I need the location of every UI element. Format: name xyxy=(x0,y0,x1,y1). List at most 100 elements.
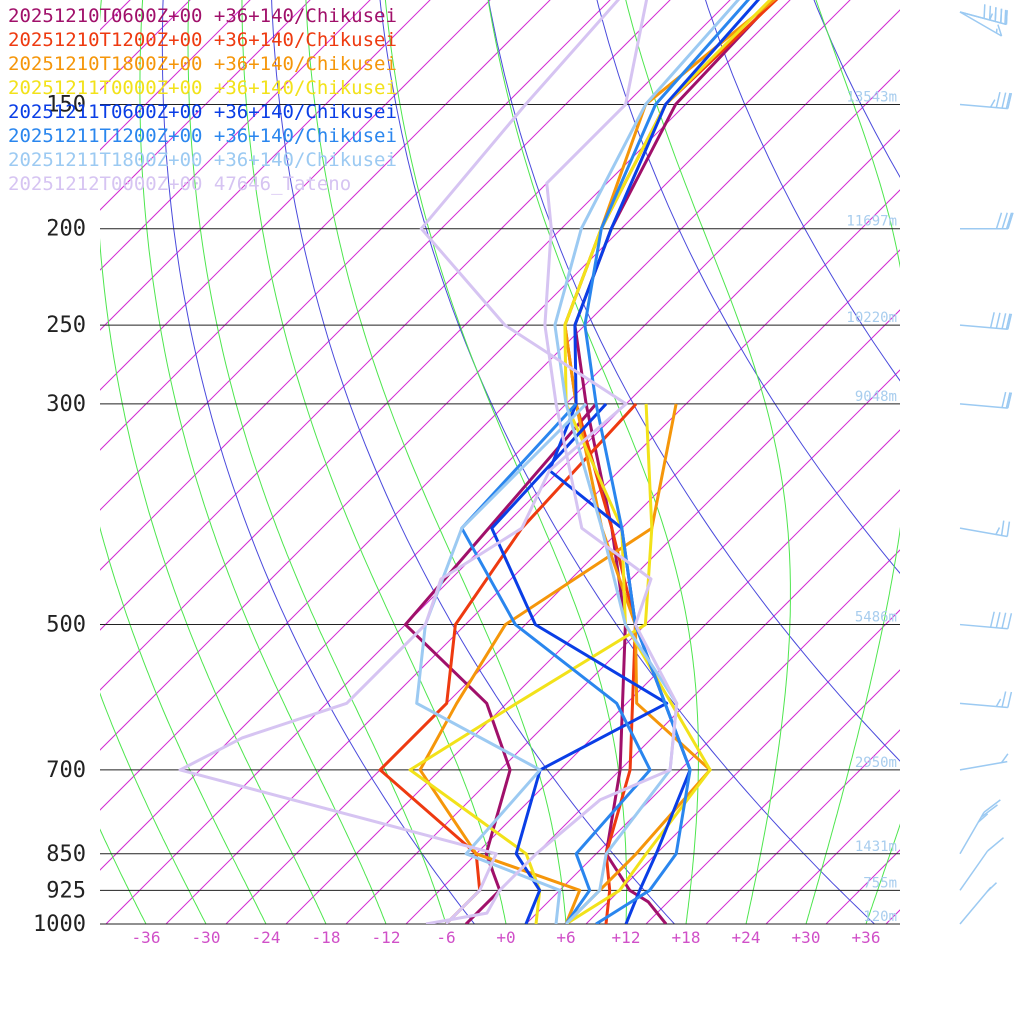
wind-barb-staff xyxy=(959,702,1008,709)
temperature-tick-labels: -36 -30 -24 -18 -12 -6 +0 +6 +12 +18 +24 +30 +36 xyxy=(132,928,881,947)
legend-entry: 20251211T0000Z+00 +36+140/Chikusei xyxy=(8,77,397,99)
wind-barb-feather xyxy=(977,813,989,823)
wind-barb xyxy=(960,212,1014,230)
isotherm-line xyxy=(525,549,900,924)
isotherm-line xyxy=(585,609,900,924)
wind-barb-feather xyxy=(1000,753,1009,764)
wind-barb-feather xyxy=(1007,313,1013,330)
dry-adiabat xyxy=(488,0,900,762)
isotherm-line xyxy=(645,669,900,924)
wind-barb-feather xyxy=(1007,92,1013,109)
wind-barb-staff xyxy=(959,527,1008,538)
wind-barb-feather xyxy=(995,312,1001,329)
wind-barb-feather xyxy=(995,527,1001,535)
dry-adiabat xyxy=(379,0,876,924)
wind-barb xyxy=(959,520,1011,538)
wind-barb xyxy=(959,91,1013,110)
wind-barb-feather xyxy=(1001,691,1007,708)
pressure-label: 200 xyxy=(46,217,86,242)
wind-barb-feather xyxy=(1005,92,1011,109)
wind-barb-feather xyxy=(995,698,1002,707)
wind-barb-feather xyxy=(997,24,1003,37)
wind-barb xyxy=(959,799,1001,855)
height-label: 1431m xyxy=(855,839,897,855)
isotherm-line xyxy=(946,0,1024,924)
wind-barb-staff xyxy=(959,811,985,855)
wind-barbs xyxy=(959,4,1014,925)
pressure-label: 150 xyxy=(46,92,86,117)
temperature-tick-label: +18 xyxy=(672,928,701,947)
wind-barb-feather xyxy=(1001,391,1007,408)
temperature-tick-label: -18 xyxy=(312,928,341,947)
temperature-tick-label: -12 xyxy=(372,928,401,947)
wind-barb-feather xyxy=(989,611,995,628)
dry-adiabat xyxy=(813,0,900,179)
temperature-tick-label: -6 xyxy=(436,928,455,947)
height-label: 11697m xyxy=(846,214,897,230)
pressure-label: 250 xyxy=(46,313,86,338)
dewpoint-profile xyxy=(403,402,598,924)
isotherm-line xyxy=(225,249,900,924)
legend-entry: 20251210T0600Z+00 +36+140/Chikusei xyxy=(8,5,397,27)
height-label: 2950m xyxy=(855,755,897,771)
wind-barb-feather xyxy=(1001,313,1007,329)
wind-barb-staff xyxy=(959,760,1008,771)
height-label: 13543m xyxy=(846,89,897,105)
wind-barb xyxy=(959,837,1004,891)
wind-barb-feather xyxy=(1007,691,1013,708)
temperature-profile xyxy=(563,0,777,924)
wind-barb-feather xyxy=(989,99,996,108)
pressure-label: 300 xyxy=(46,392,86,417)
temperature-profile xyxy=(553,0,741,924)
legend-entry: 20251211T1200Z+00 +36+140/Chikusei xyxy=(8,125,397,147)
wind-barb-feather xyxy=(980,804,998,818)
temperature-tick-label: +6 xyxy=(556,928,575,947)
wind-barb-feather xyxy=(1006,521,1011,537)
height-label: 5486m xyxy=(855,610,897,626)
pressure-label: 925 xyxy=(46,878,86,903)
wind-barb-staff xyxy=(959,623,1008,630)
legend: 20251210T0600Z+00 +36+140/Chikusei 20251… xyxy=(8,4,397,196)
legend-entry: 20251212T0000Z+00 47646_Tateno xyxy=(8,173,352,195)
wind-barb-feather xyxy=(1005,212,1013,229)
height-label: 120m xyxy=(863,909,897,925)
temperature-tick-label: +24 xyxy=(732,928,761,947)
wind-barb xyxy=(959,312,1013,331)
wind-barb-feather xyxy=(995,91,1001,108)
wind-barb-feather xyxy=(988,5,992,20)
legend-entry: 20251210T1800Z+00 +36+140/Chikusei xyxy=(8,53,397,75)
dewpoint-profile xyxy=(460,402,652,924)
height-labels: 16107m13543m11697m10220m9048m5486m2950m1… xyxy=(846,89,897,925)
dewpoint-profile xyxy=(378,402,638,924)
pressure-label: 850 xyxy=(46,842,86,867)
wind-barb xyxy=(959,753,1009,771)
dry-adiabat xyxy=(596,0,900,574)
wind-barb xyxy=(959,11,1003,37)
temperature-tick-label: +30 xyxy=(792,928,821,947)
wind-barb-feather xyxy=(995,212,1003,229)
height-label: 10220m xyxy=(846,310,897,326)
dewpoint-profile xyxy=(490,402,669,924)
pressure-label: 1000 xyxy=(33,912,86,937)
wind-barb-feather xyxy=(983,799,1001,813)
isobar-lines xyxy=(100,103,900,925)
wind-barb-staff xyxy=(959,11,1002,37)
wind-barb xyxy=(959,882,998,925)
wind-barb-staff xyxy=(959,103,1008,110)
dry-adiabat xyxy=(878,0,1024,945)
legend-entry: 20251211T1800Z+00 +36+140/Chikusei xyxy=(8,149,397,171)
pressure-label: 700 xyxy=(46,758,86,783)
dewpoint-profile xyxy=(178,0,628,924)
wind-barb-feather xyxy=(1000,520,1005,536)
dewpoint-profile xyxy=(418,403,678,924)
temperature-profile xyxy=(425,0,679,924)
wind-barb-feather xyxy=(986,882,998,893)
legend-entry: 20251211T0600Z+00 +36+140/Chikusei xyxy=(8,101,397,123)
wind-barb-feather xyxy=(1005,392,1011,409)
isotherm-line xyxy=(885,909,900,924)
wind-barb-feather xyxy=(1007,392,1013,409)
isotherm-line xyxy=(1006,0,1024,924)
wind-barb-staff xyxy=(959,850,989,891)
legend-entry: 20251210T1200Z+00 +36+140/Chikusei xyxy=(8,29,397,51)
wind-barb xyxy=(959,611,1013,630)
